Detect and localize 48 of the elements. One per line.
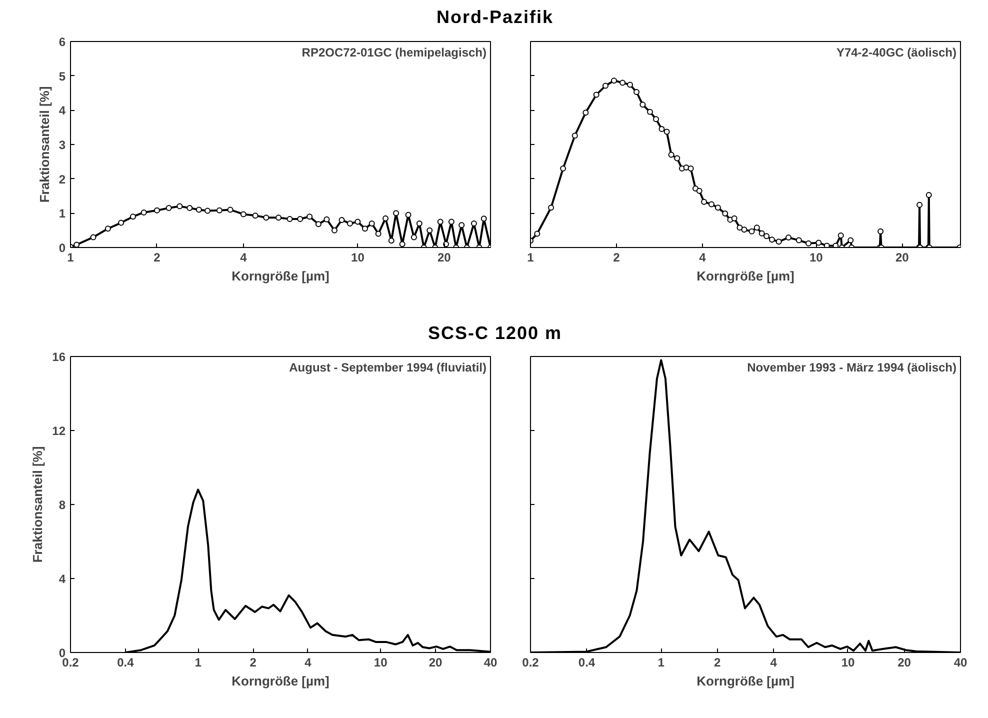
- x-tick-label: 40: [954, 656, 968, 670]
- x-tick-label: 2: [154, 250, 161, 264]
- x-tick-label: 10: [841, 656, 855, 670]
- x-tick-label: 10: [810, 250, 824, 264]
- y-axis-title: Fraktionsanteil [%]: [30, 446, 46, 564]
- chart-title: SCS-C 1200 m: [428, 322, 562, 345]
- y-tick-label: 12: [52, 424, 66, 438]
- x-tick-label: 2: [250, 656, 257, 670]
- y-tick-label: 4: [58, 103, 66, 118]
- x-tick-label: 1: [658, 656, 665, 670]
- x-tick-label: 2: [714, 656, 722, 670]
- annotation: November 1993 - März 1994 (äolisch): [747, 360, 957, 375]
- x-tick-label: 0.2: [62, 656, 80, 670]
- x-axis-title: Korngröße [µm]: [696, 268, 794, 284]
- x-tick-label: 20: [898, 656, 912, 670]
- x-tick-label: 4: [304, 656, 312, 670]
- annotation: RP2OC72-01GC (hemipelagisch): [302, 45, 487, 60]
- y-tick-label: 0: [58, 240, 66, 255]
- x-tick-label: 1: [194, 656, 202, 670]
- x-tick-label: 1: [527, 250, 534, 264]
- x-tick-label: 10: [374, 656, 388, 670]
- x-axis-title: Korngröße [µm]: [696, 674, 794, 689]
- y-tick-label: 1: [58, 206, 66, 220]
- x-axis-title: Korngröße [µm]: [232, 674, 330, 689]
- chart-title: Nord-Pazifik: [436, 6, 554, 29]
- y-tick-label: 16: [52, 350, 66, 364]
- x-axis-title: Korngröße [µm]: [232, 268, 330, 284]
- annotation: Y74-2-40GC (äolisch): [836, 45, 957, 60]
- x-tick-label: 10: [351, 250, 365, 264]
- y-tick-label: 5: [58, 69, 66, 84]
- x-tick-label: 20: [428, 656, 443, 670]
- x-tick-label: 0.4: [578, 656, 596, 670]
- x-tick-label: 2: [613, 250, 620, 264]
- y-tick-label: 8: [58, 498, 66, 512]
- annotation: August - September 1994 (fluviatil): [289, 360, 487, 375]
- x-tick-label: 0.4: [117, 656, 134, 670]
- x-tick-label: 40: [484, 656, 498, 670]
- x-tick-label: 4: [240, 250, 248, 264]
- x-tick-label: 20: [437, 250, 452, 264]
- x-tick-label: 4: [699, 250, 706, 264]
- y-axis-title: Fraktionsanteil [%]: [36, 86, 52, 202]
- y-tick-label: 4: [58, 572, 66, 586]
- y-tick-label: 6: [58, 34, 66, 49]
- x-tick-label: 4: [770, 656, 778, 670]
- y-tick-label: 2: [58, 172, 66, 186]
- x-tick-label: 0.2: [522, 656, 540, 670]
- x-tick-label: 20: [896, 250, 910, 264]
- y-tick-label: 3: [58, 138, 66, 152]
